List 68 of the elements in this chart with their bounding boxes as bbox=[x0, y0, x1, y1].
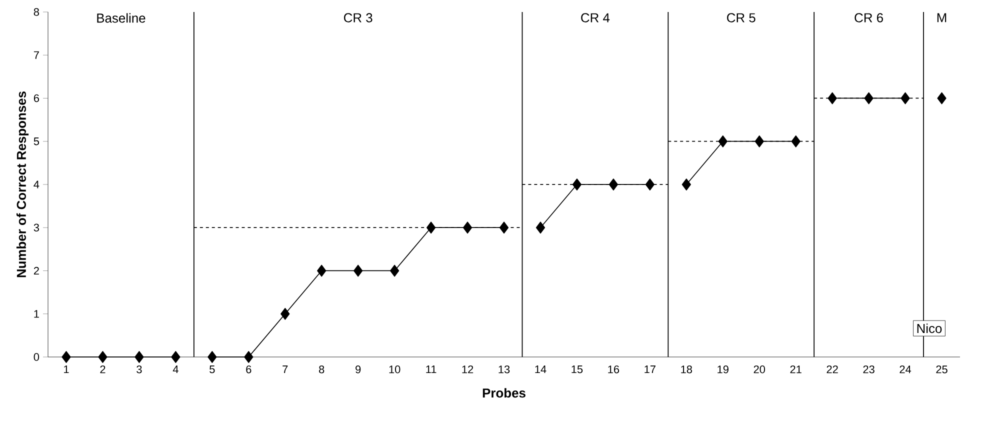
y-tick-label: 1 bbox=[34, 310, 39, 318]
y-tick-label: 8 bbox=[34, 8, 40, 16]
annotation: CR 6 bbox=[854, 13, 883, 22]
x-tick-label: 5 bbox=[210, 366, 215, 374]
x-tick-label: 1 bbox=[64, 366, 69, 374]
x-tick-label: 20 bbox=[754, 366, 766, 374]
annotation: Nico bbox=[917, 324, 942, 334]
x-tick-label: 6 bbox=[246, 366, 252, 374]
annotation: CR 5 bbox=[727, 13, 756, 22]
x-tick-label: 22 bbox=[826, 366, 838, 374]
x-tick-label: 10 bbox=[389, 366, 400, 374]
x-tick-label: 23 bbox=[863, 366, 874, 374]
point bbox=[900, 92, 910, 104]
y-tick-label: 3 bbox=[34, 224, 40, 232]
x-tick-label: 4 bbox=[172, 366, 178, 374]
x-tick-label: 9 bbox=[356, 366, 361, 374]
point bbox=[754, 135, 764, 148]
x-tick-label: 19 bbox=[718, 366, 728, 374]
y-tick-label: 6 bbox=[34, 94, 40, 102]
point bbox=[791, 135, 800, 148]
point bbox=[682, 178, 691, 190]
point bbox=[718, 135, 728, 148]
point bbox=[499, 222, 509, 234]
annotation: M bbox=[937, 13, 946, 22]
point bbox=[864, 92, 874, 104]
point bbox=[937, 92, 946, 104]
point bbox=[390, 264, 400, 277]
x-tick-label: 12 bbox=[462, 366, 474, 374]
y-tick-label: 2 bbox=[34, 266, 39, 275]
point bbox=[828, 92, 837, 104]
annotation: CR 3 bbox=[344, 13, 372, 22]
x-tick-label: 3 bbox=[136, 366, 142, 374]
point bbox=[171, 351, 180, 363]
y-tick-label: 7 bbox=[34, 51, 39, 59]
x-tick-label: 18 bbox=[681, 366, 692, 374]
point bbox=[426, 222, 436, 234]
x-tick-label: 11 bbox=[426, 366, 436, 374]
x-tick-label: 15 bbox=[572, 366, 583, 374]
x-tick-label: 16 bbox=[608, 366, 620, 374]
x-tick-label: 24 bbox=[900, 366, 912, 374]
point bbox=[317, 264, 326, 277]
point bbox=[134, 351, 144, 363]
point bbox=[208, 351, 217, 363]
point bbox=[645, 178, 655, 190]
x-tick-label: 2 bbox=[100, 366, 106, 374]
point bbox=[280, 308, 290, 320]
y-tick-label: 4 bbox=[34, 180, 40, 188]
point bbox=[536, 222, 546, 234]
x-tick-label: 7 bbox=[282, 366, 288, 374]
point bbox=[608, 178, 618, 190]
point bbox=[354, 264, 363, 277]
point bbox=[244, 351, 254, 363]
x-tick-label: 25 bbox=[936, 366, 948, 374]
x-tick-label: 14 bbox=[535, 366, 546, 374]
y-tick-label: 0 bbox=[34, 353, 40, 361]
y-axis-title: Number of Correct Responses bbox=[16, 91, 29, 278]
x-tick-label: 13 bbox=[498, 366, 510, 374]
x-tick-label: 21 bbox=[790, 366, 802, 374]
point bbox=[462, 222, 472, 234]
point bbox=[572, 178, 582, 190]
point bbox=[98, 351, 108, 363]
annotation: Baseline bbox=[97, 13, 146, 23]
point bbox=[62, 351, 71, 363]
y-tick-label: 5 bbox=[34, 138, 40, 146]
annotation: CR 4 bbox=[581, 13, 610, 22]
x-tick-label: 8 bbox=[319, 366, 324, 374]
x-axis-title: Probes bbox=[482, 388, 526, 398]
x-tick-label: 17 bbox=[644, 366, 656, 374]
